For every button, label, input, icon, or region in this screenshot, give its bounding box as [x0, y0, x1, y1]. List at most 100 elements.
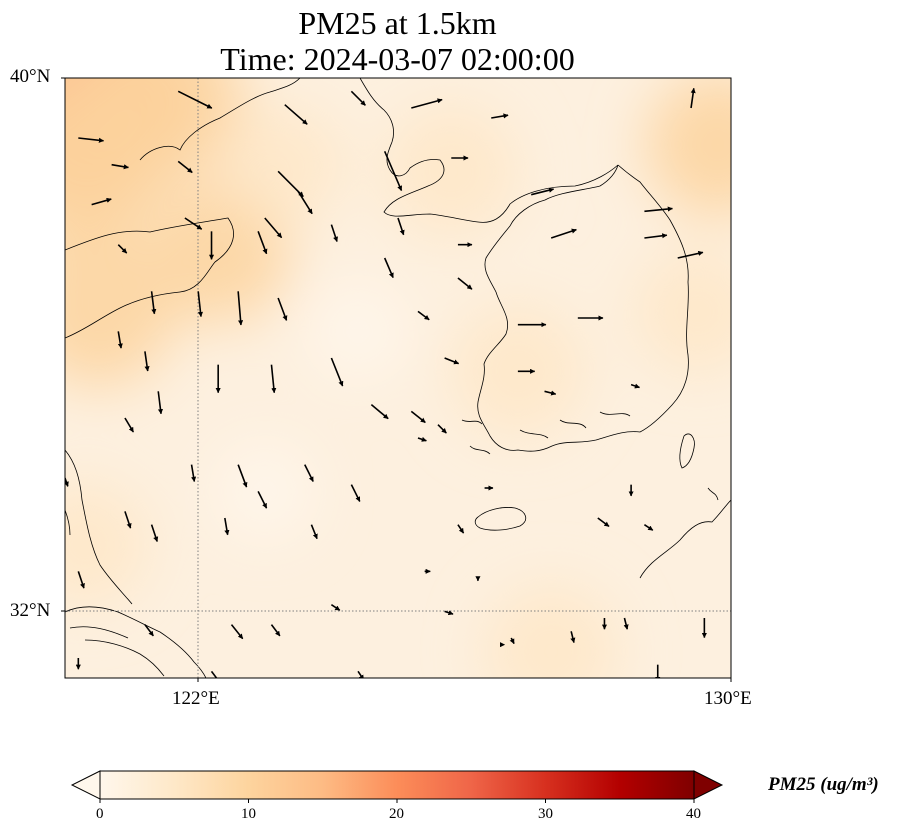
wind-arrow: [623, 617, 629, 630]
wind-arrow: [383, 257, 394, 279]
wind-arrow: [350, 90, 366, 106]
colorbar-tick-40: 40: [686, 806, 701, 822]
colorbar-tick-20: 20: [389, 806, 404, 822]
wind-arrow: [150, 291, 157, 315]
field-patch: [383, 103, 520, 240]
colorbar-tick-0: 0: [96, 806, 104, 822]
wind-arrow: [644, 233, 668, 239]
colorbar-tick-10: 10: [241, 806, 256, 822]
wind-arrow: [177, 160, 193, 174]
wind-arrow: [644, 206, 673, 213]
wind-arrow: [264, 217, 283, 239]
wind-arrow: [457, 524, 465, 534]
wind-arrow: [544, 390, 557, 396]
wind-arrow: [78, 137, 105, 143]
wind-arrow: [124, 511, 132, 529]
wind-arrow: [117, 244, 128, 254]
wind-arrow: [177, 90, 213, 109]
wind-arrow: [370, 404, 389, 420]
lon-tick-label-122: 122°E: [172, 688, 220, 709]
wind-arrow: [531, 187, 555, 196]
wind-arrow: [224, 517, 230, 536]
wind-vectors: [65, 87, 707, 678]
wind-arrow: [270, 624, 281, 637]
wind-arrow: [197, 291, 204, 318]
wind-arrow: [597, 517, 610, 528]
wind-arrow: [117, 331, 123, 349]
lat-tick-label-40: 40°N: [10, 66, 51, 87]
wind-arrow: [350, 484, 361, 502]
wind-arrow: [330, 224, 338, 242]
colorbar: [70, 770, 724, 803]
lon-tick-label-130: 130°E: [704, 688, 752, 709]
coastline-liaodong: [65, 217, 234, 339]
wind-arrow: [417, 310, 430, 321]
wind-arrow: [690, 87, 696, 109]
yangtze-estuary: [65, 606, 207, 678]
wind-arrow: [630, 383, 640, 389]
wind-arrow: [444, 357, 460, 365]
wind-arrow: [144, 624, 154, 637]
wind-arrow: [411, 98, 443, 109]
korea-peninsula: [477, 164, 689, 452]
field-patch: [645, 78, 731, 217]
wind-arrow: [184, 217, 203, 230]
wind-arrow: [157, 391, 164, 415]
field-patch: [65, 480, 149, 609]
wind-arrow: [284, 104, 308, 125]
field-patch: [483, 583, 620, 678]
wind-arrow: [150, 524, 159, 542]
map-title-line1: PM25 at 1.5km: [298, 5, 497, 41]
wind-arrow: [357, 670, 364, 678]
wind-arrow: [190, 464, 197, 482]
wind-arrow: [297, 190, 313, 215]
wind-arrow: [91, 197, 112, 206]
wind-arrow: [457, 277, 473, 290]
wind-arrow: [330, 357, 344, 387]
colorbar-gradient: [100, 771, 694, 799]
wind-arrow: [237, 464, 248, 488]
wind-arrow: [410, 410, 426, 424]
wind-arrow: [230, 624, 244, 640]
wind-arrow: [417, 436, 427, 442]
wind-arrow: [257, 490, 268, 509]
field-patch: [633, 247, 731, 376]
wind-arrow: [491, 113, 509, 119]
wind-arrow: [509, 637, 515, 645]
wind-arrow: [383, 151, 403, 192]
colorbar-extend-min: [70, 770, 101, 800]
wind-arrow: [310, 524, 318, 540]
colorbar-label: PM25 (ug/m³): [768, 774, 879, 795]
wind-arrow: [111, 163, 129, 170]
wind-arrow: [237, 291, 244, 326]
wind-arrow: [570, 631, 576, 644]
field-patch: [65, 235, 175, 388]
coastline-jiangsu: [65, 449, 133, 605]
wind-arrow: [270, 364, 277, 394]
field-patch: [216, 443, 313, 540]
wind-arrow: [77, 571, 85, 589]
coastline-liaoning-yalu: [359, 78, 619, 223]
concentration-field: [65, 78, 731, 678]
japan-tsushima: [679, 433, 695, 469]
wind-arrow: [210, 670, 221, 678]
wind-arrow: [304, 464, 314, 482]
korea-south-islands: [461, 411, 631, 455]
wind-arrow: [124, 417, 135, 433]
lat-tick-label-32: 32°N: [10, 600, 51, 621]
wind-arrow: [277, 297, 288, 321]
coastlines: [65, 78, 731, 678]
wind-arrow: [677, 250, 704, 259]
field-patch: [224, 104, 345, 225]
wind-arrow: [550, 228, 577, 239]
wind-arrow: [397, 217, 405, 236]
japan-kyushu: [639, 487, 731, 579]
wind-arrow: [257, 231, 268, 255]
wind-arrow: [330, 604, 341, 611]
colorbar-extend-max: [693, 770, 724, 800]
field-patch: [84, 78, 245, 178]
map-title-line2: Time: 2024-03-07 02:00:00: [220, 41, 575, 77]
coastline-bohai-north: [139, 78, 301, 161]
gridlines: [65, 78, 731, 678]
